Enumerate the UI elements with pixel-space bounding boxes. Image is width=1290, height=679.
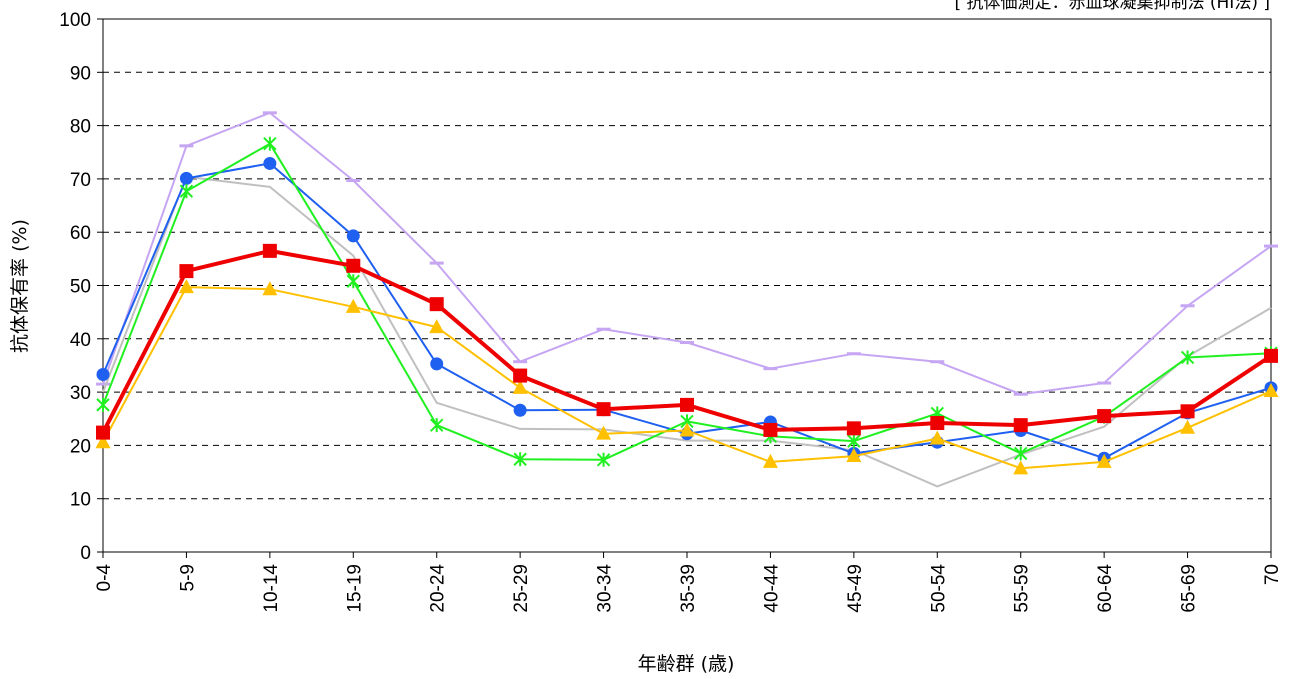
series-3-point-1 [179,184,194,199]
y-tick-label-50: 50 [70,277,91,298]
series-4-point-13 [1180,419,1196,434]
series-4-point-7 [679,422,695,437]
series-4-point-14 [1263,383,1279,398]
series-4-point-5 [512,379,528,394]
series-4-point-12 [1096,453,1112,468]
series-5-point-3 [346,258,361,273]
series-5-point-1 [179,264,194,279]
series-4-point-1 [178,279,194,294]
series-3-line [102,142,1272,461]
series-0 [96,111,1278,396]
series-3-point-3 [346,274,360,289]
series-1-line [102,175,1272,488]
series-4-point-11 [1013,460,1029,475]
x-axis-title: 年齢群 (歳) [638,653,735,675]
series-5-point-6 [596,402,611,417]
y-tick-label-80: 80 [70,117,91,138]
y-tick-label-20: 20 [70,436,91,457]
series-5-point-9 [846,421,861,436]
y-axis-title: 抗体保有率 (%) [9,219,31,353]
series-5-point-14 [1264,348,1278,363]
series-5-point-12 [1097,409,1112,424]
series-1 [102,175,1272,488]
x-tick-label-50-54: 50-54 [928,564,949,613]
series-5-point-4 [429,297,444,312]
y-tick-label-0: 0 [80,543,91,564]
series-4-point-6 [596,425,612,440]
y-axis-ticks: 0 10 20 30 40 50 60 70 80 90 100 [59,10,91,564]
x-axis-ticks: 0-4 5-9 10-14 15-19 20-24 25-29 30-34 35-39 40-4… [94,564,1283,613]
x-tick-label-5-9: 5-9 [177,564,198,591]
series-4-point-0 [95,434,111,449]
gridlines [97,18,1272,558]
series-4 [95,279,1279,475]
series-4-point-10 [929,430,945,445]
series-5-point-7 [680,397,694,412]
series-5-point-13 [1180,404,1195,419]
series-4-point-9 [846,448,862,463]
series-3-point-11 [1014,446,1028,461]
series-2-point-2 [263,156,277,170]
series-3-point-2 [263,136,277,151]
y-tick-label-70: 70 [70,170,91,191]
x-tick-label-35-39: 35-39 [678,564,699,613]
series-2-point-0 [96,368,110,382]
x-tick-label-25-29: 25-29 [511,564,532,613]
series-2-line [102,162,1272,460]
series-3-point-5 [513,452,527,467]
x-tick-label-15-19: 15-19 [344,564,365,613]
series-5-point-8 [763,422,778,437]
series-3-point-4 [430,418,444,433]
x-tick-label-45-49: 45-49 [845,564,866,613]
y-tick-label-40: 40 [70,330,91,351]
series-2-point-3 [346,229,360,243]
series-3-point-0 [96,397,110,412]
y-tick-label-90: 90 [70,63,91,84]
chart-note: [ 抗体価測定：赤血球凝集抑制法 (HI法) ] [954,0,1270,13]
series-2-point-5 [513,403,527,417]
x-tick-label-20-24: 20-24 [428,564,449,613]
series-4-point-2 [262,281,278,296]
y-tick-label-10: 10 [70,490,91,511]
x-tick-label-10-14: 10-14 [261,564,282,613]
x-tick-label-30-34: 30-34 [595,564,616,613]
x-tick-label-0-4: 0-4 [94,564,115,592]
series-5-point-10 [930,416,945,431]
series-5-point-0 [96,425,110,440]
y-tick-label-60: 60 [70,223,91,244]
x-tick-label-65-69: 65-69 [1179,564,1200,613]
x-tick-label-60-64: 60-64 [1095,564,1116,613]
series-3-point-9 [847,434,861,449]
x-tick-label-70: 70 [1262,564,1283,585]
series-5-point-11 [1013,418,1028,433]
series-2-point-1 [179,171,193,185]
series-3-point-13 [1180,350,1195,365]
y-tick-label-30: 30 [70,383,91,404]
series-5 [96,243,1278,440]
series-4-point-8 [762,453,778,468]
series-2-point-4 [430,357,444,371]
plot-area [95,111,1279,488]
series-4-point-3 [345,298,361,313]
series-5-point-5 [513,368,528,383]
series-3-point-6 [596,452,611,467]
x-tick-label-40-44: 40-44 [761,564,782,613]
x-tick-label-55-59: 55-59 [1012,564,1033,613]
series-5-point-2 [262,243,277,258]
y-tick-label-100: 100 [59,10,91,31]
series-4-point-4 [429,319,445,334]
